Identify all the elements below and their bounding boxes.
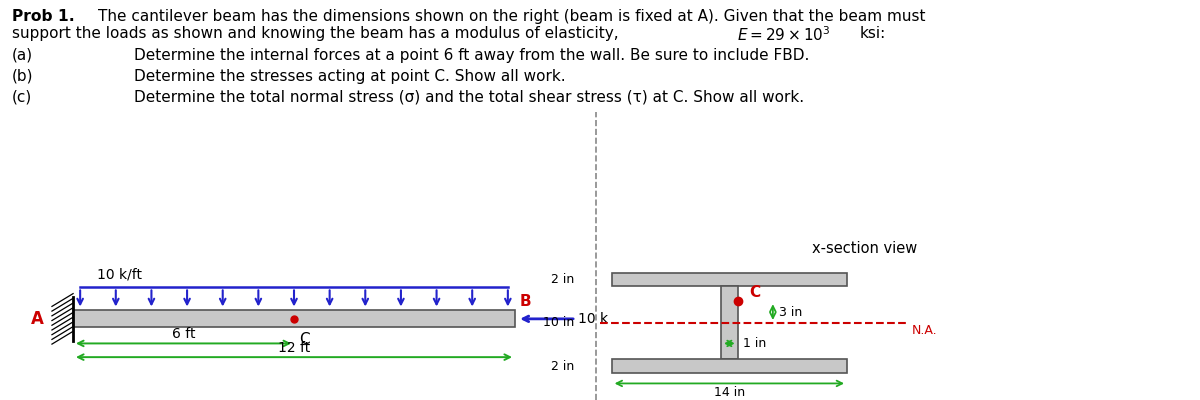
Text: (a): (a) <box>12 48 34 63</box>
Text: x-section view: x-section view <box>812 240 917 256</box>
Text: Determine the total normal stress (σ) and the total shear stress (τ) at C. Show : Determine the total normal stress (σ) an… <box>134 90 804 104</box>
Text: 10 k: 10 k <box>578 312 608 326</box>
Text: 6 ft: 6 ft <box>172 327 196 341</box>
Text: Determine the stresses acting at point C. Show all work.: Determine the stresses acting at point C… <box>134 69 566 84</box>
Text: A: A <box>31 310 44 328</box>
Text: 12 ft: 12 ft <box>278 341 310 355</box>
Text: $E = 29 \times 10^3$: $E = 29 \times 10^3$ <box>737 26 830 44</box>
Text: 10 in: 10 in <box>544 316 575 329</box>
Bar <box>721 286 738 360</box>
Text: support the loads as shown and knowing the beam has a modulus of elasticity,: support the loads as shown and knowing t… <box>12 26 619 40</box>
Text: 14 in: 14 in <box>714 386 745 399</box>
Text: (b): (b) <box>12 69 34 84</box>
Text: Prob 1.: Prob 1. <box>12 9 74 24</box>
Text: 3 in: 3 in <box>779 306 802 318</box>
Text: 10 k/ft: 10 k/ft <box>97 268 142 282</box>
Text: 2 in: 2 in <box>552 273 575 286</box>
Text: 1 in: 1 in <box>744 337 767 350</box>
Bar <box>612 360 847 373</box>
Text: The cantilever beam has the dimensions shown on the right (beam is fixed at A). : The cantilever beam has the dimensions s… <box>98 9 926 24</box>
Text: C: C <box>749 285 761 300</box>
Text: Determine the internal forces at a point 6 ft away from the wall. Be sure to inc: Determine the internal forces at a point… <box>134 48 810 63</box>
Text: 2 in: 2 in <box>552 360 575 373</box>
Bar <box>73 310 515 328</box>
Text: C: C <box>299 332 310 347</box>
Text: ksi:: ksi: <box>859 26 886 40</box>
Bar <box>612 272 847 286</box>
Text: (c): (c) <box>12 90 32 104</box>
Text: B: B <box>520 294 532 309</box>
Text: N.A.: N.A. <box>912 324 937 337</box>
